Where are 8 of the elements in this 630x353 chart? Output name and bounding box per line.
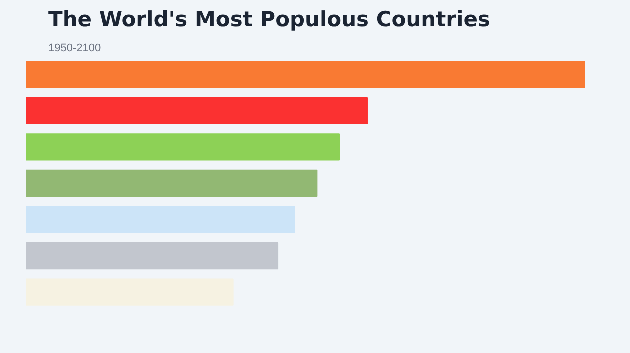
bar <box>26 134 340 161</box>
chart-subtitle: 1950-2100 <box>48 42 102 54</box>
bar <box>26 170 318 198</box>
bar <box>26 97 368 124</box>
bar <box>26 61 586 88</box>
bar <box>26 242 279 270</box>
chart-title: The World's Most Populous Countries <box>48 8 490 32</box>
bar <box>26 206 296 234</box>
